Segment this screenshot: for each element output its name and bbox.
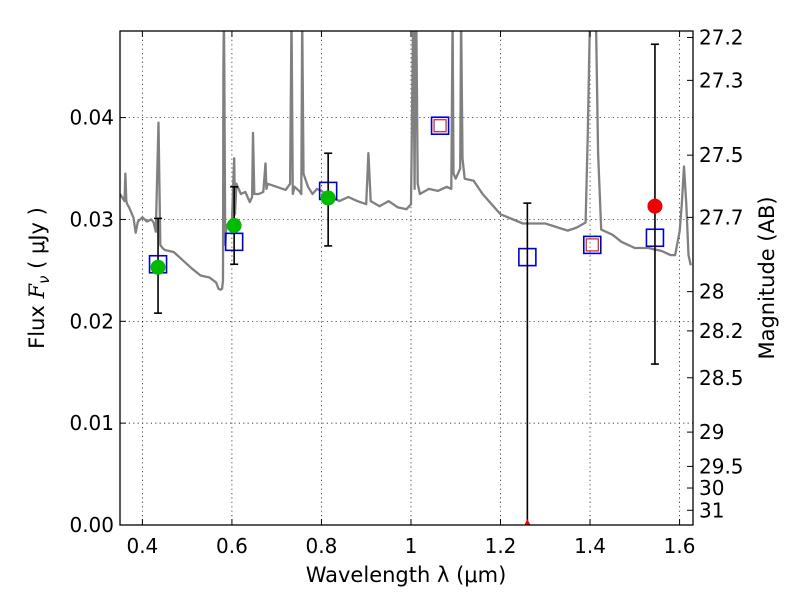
observed-flux-point	[320, 190, 336, 206]
observed-flux-point	[647, 198, 663, 214]
y2-tick-label: 29	[699, 420, 724, 444]
x-tick-label: 0.4	[126, 534, 158, 558]
series-layer	[120, 31, 692, 525]
y2-tick-label: 28.2	[699, 319, 744, 343]
y2-axis-label: Magnitude (AB)	[755, 196, 779, 359]
x-tick-label: 1.2	[485, 534, 517, 558]
y2-tick-label: 31	[699, 498, 724, 522]
model-flux-inner-square	[585, 238, 599, 252]
y2-tick-label: 27.5	[699, 143, 744, 167]
y-tick-label: 0.04	[69, 106, 114, 130]
y-axis-label-unit: ( μJy )	[25, 207, 49, 275]
sed-curve	[120, 31, 692, 291]
y-axis-label-symbol: F	[25, 283, 49, 300]
y2-tick-label: 30	[699, 476, 724, 500]
y2-tick-label: 28.5	[699, 366, 744, 390]
x-tick-label: 1.6	[664, 534, 696, 558]
y2-tick-label: 29.5	[699, 454, 744, 478]
y-axis-label: Flux Fν ( μJy )	[25, 207, 53, 349]
grid-lines	[120, 31, 693, 525]
x-axis-ticks: 0.4 0.6 0.8 1 1.2 1.4 1.6	[126, 31, 695, 558]
y-axis-label-subscript: ν	[35, 276, 53, 284]
y-axis-label-prefix: Flux	[25, 299, 49, 349]
non-detection-marker	[524, 519, 531, 525]
x-tick-label: 0.6	[216, 534, 248, 558]
y2-tick-label: 27.3	[699, 68, 744, 92]
observed-flux-point	[226, 218, 242, 234]
y2-tick-label: 28	[699, 280, 724, 304]
x-tick-label: 1.4	[574, 534, 606, 558]
y-tick-label: 0.01	[69, 411, 114, 435]
plot-frame	[119, 30, 694, 526]
plot-content	[120, 31, 692, 525]
y2-tick-label: 27.7	[699, 205, 744, 229]
observed-flux-point	[150, 259, 166, 275]
model-flux-inner-square	[433, 119, 447, 133]
x-tick-label: 0.8	[306, 534, 338, 558]
x-axis-label: Wavelength λ (μm)	[306, 563, 507, 587]
y2-tick-label: 27.2	[699, 25, 744, 49]
model-flux-square	[430, 116, 450, 136]
y-axis-ticks: 0.00 0.01 0.02 0.03 0.04	[69, 106, 126, 537]
y-tick-label: 0.03	[69, 207, 114, 231]
y-tick-label: 0.00	[69, 513, 114, 537]
model-flux-square	[582, 235, 602, 255]
y-tick-label: 0.02	[69, 309, 114, 333]
x-tick-label: 1	[405, 534, 418, 558]
